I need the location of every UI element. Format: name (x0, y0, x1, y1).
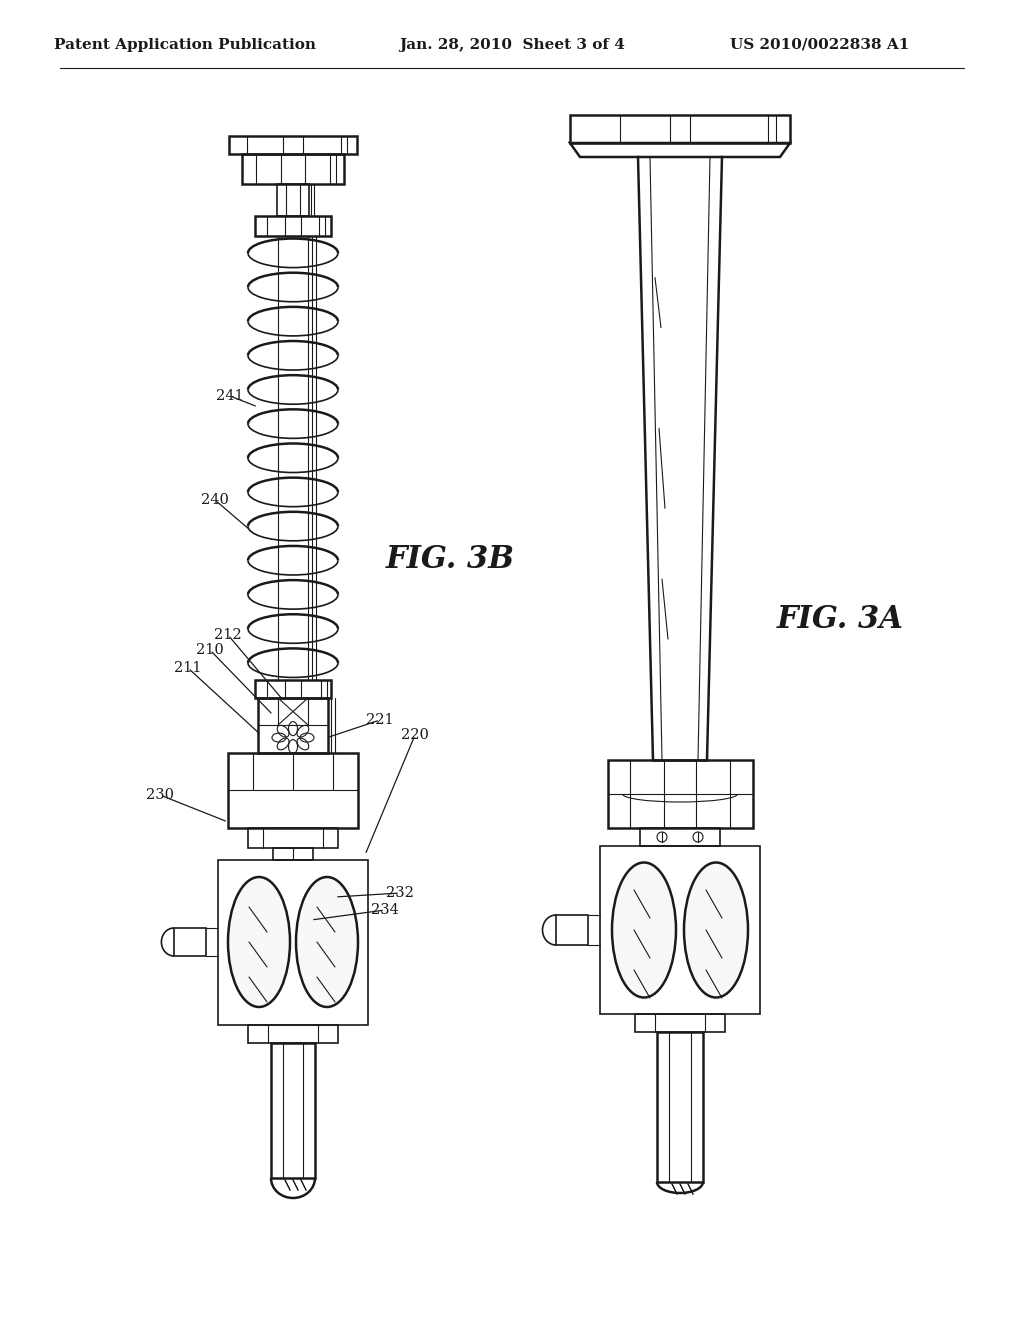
Bar (218, 861, 368, 1026)
Text: 210: 210 (197, 643, 224, 657)
Text: 240: 240 (201, 492, 229, 507)
Bar (556, 915, 588, 945)
Text: US 2010/0022838 A1: US 2010/0022838 A1 (730, 38, 909, 51)
Text: 220: 220 (401, 729, 429, 742)
Text: 212: 212 (214, 628, 242, 642)
Bar (278, 183, 309, 216)
Text: 230: 230 (146, 788, 174, 803)
Ellipse shape (296, 876, 358, 1007)
Bar (228, 752, 358, 828)
Text: Patent Application Publication: Patent Application Publication (54, 38, 316, 51)
Text: 221: 221 (367, 713, 394, 727)
Bar (229, 136, 357, 154)
Ellipse shape (684, 862, 748, 998)
Text: 211: 211 (174, 661, 202, 675)
Text: FIG. 3B: FIG. 3B (385, 544, 514, 576)
Bar (255, 216, 331, 236)
Bar (273, 847, 313, 861)
Bar (248, 828, 338, 847)
Bar (248, 1026, 338, 1043)
Ellipse shape (228, 876, 290, 1007)
Bar (271, 1043, 315, 1177)
Bar (570, 115, 790, 143)
Bar (640, 828, 720, 846)
Text: 232: 232 (386, 886, 414, 900)
Bar (242, 154, 344, 183)
Bar (635, 1014, 725, 1032)
Bar (258, 698, 328, 752)
Text: Jan. 28, 2010  Sheet 3 of 4: Jan. 28, 2010 Sheet 3 of 4 (399, 38, 625, 51)
Bar (600, 846, 760, 1014)
Text: 241: 241 (216, 389, 244, 403)
Ellipse shape (612, 862, 676, 998)
Text: 234: 234 (371, 903, 399, 917)
Bar (608, 760, 753, 828)
Text: FIG. 3A: FIG. 3A (776, 605, 903, 635)
Bar (255, 680, 331, 698)
Bar (657, 1032, 703, 1181)
Bar (174, 928, 206, 956)
